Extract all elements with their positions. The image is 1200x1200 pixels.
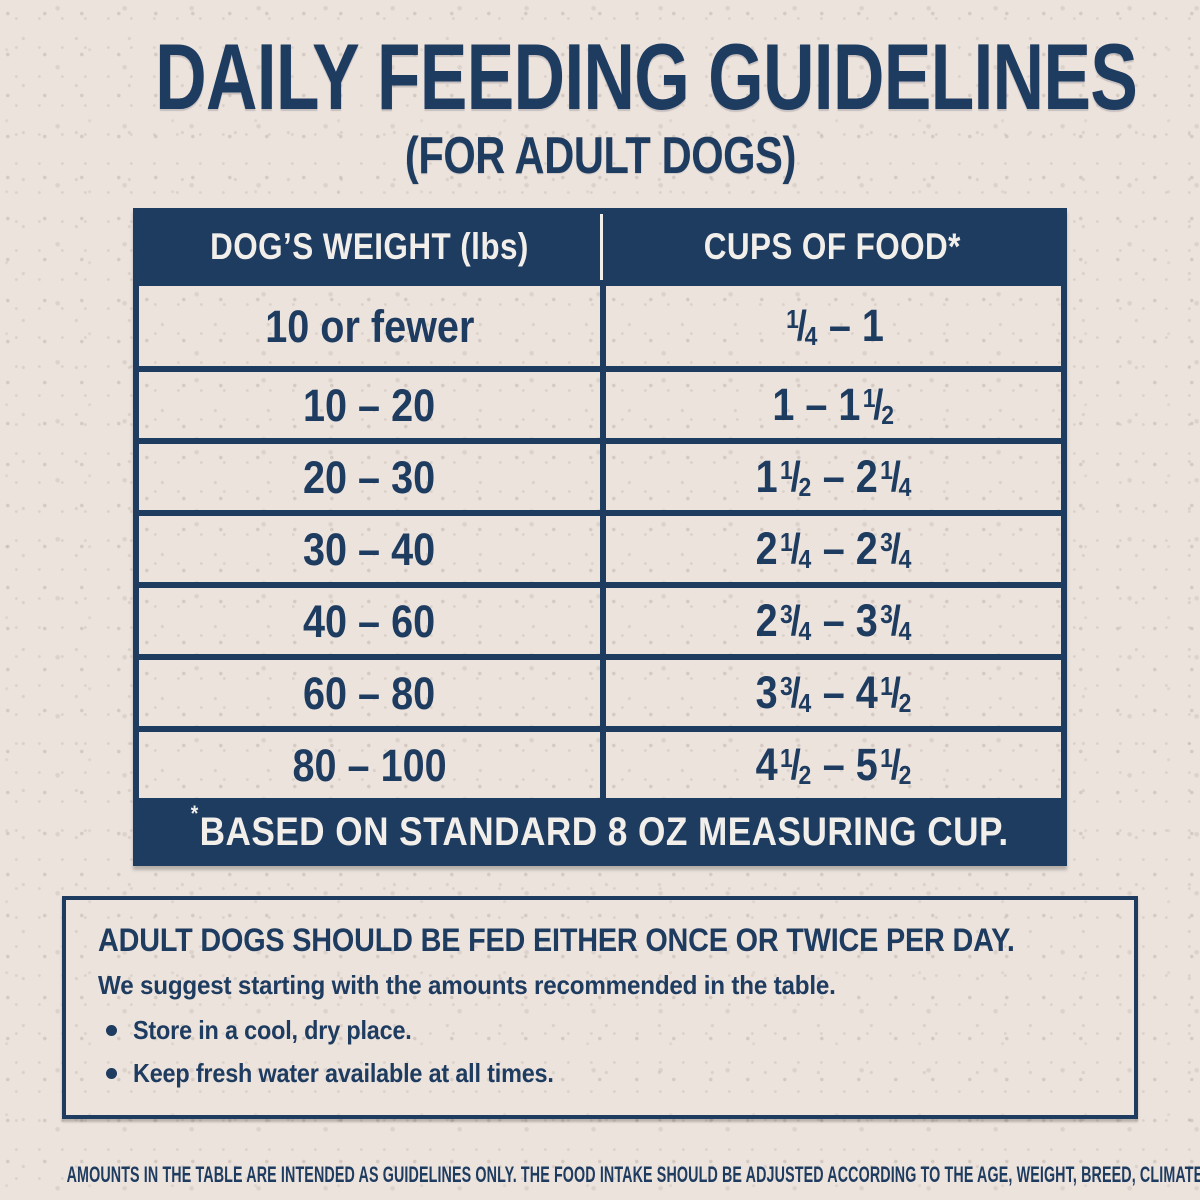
feeding-table: DOG’S WEIGHT (lbs) CUPS OF FOOD* 10 or f… (133, 208, 1067, 866)
title-block: DAILY FEEDING GUIDELINES (0, 0, 1200, 124)
dog-weight-cell: 60 – 80 (139, 660, 600, 726)
header-label-cups: CUPS OF FOOD* (703, 226, 961, 267)
dog-weight-cell: 30 – 40 (139, 516, 600, 582)
dog-weight-value: 80 – 100 (292, 739, 447, 791)
cups-value: 33/4 – 41/2 (755, 667, 912, 719)
list-item: Store in a cool, dry place. (98, 1015, 1102, 1046)
cups-value: 1/4 – 1 (785, 300, 884, 352)
info-subline: We suggest starting with the amounts rec… (98, 969, 836, 1000)
cups-cell: 11/2 – 21/4 (600, 444, 1061, 510)
table-footnote-bar: *BASED ON STANDARD 8 OZ MEASURING CUP. (139, 798, 1061, 860)
info-bullet-list: Store in a cool, dry place. Keep fresh w… (98, 1015, 1102, 1089)
header-label-weight: DOG’S WEIGHT (lbs) (210, 226, 529, 267)
dog-weight-value: 60 – 80 (303, 667, 436, 719)
cups-cell: 21/4 – 23/4 (600, 516, 1061, 582)
header-cell-cups: CUPS OF FOOD* (600, 214, 1061, 280)
dog-weight-value: 10 – 20 (303, 379, 436, 431)
cups-value: 41/2 – 51/2 (755, 739, 912, 791)
header-cell-weight: DOG’S WEIGHT (lbs) (139, 214, 600, 280)
dog-weight-cell: 10 or fewer (139, 286, 600, 366)
table-header-row: DOG’S WEIGHT (lbs) CUPS OF FOOD* (139, 214, 1061, 280)
disclaimer: AMOUNTS IN THE TABLE ARE INTENDED AS GUI… (0, 1157, 1200, 1200)
cups-cell: 1/4 – 1 (600, 286, 1061, 366)
bullet-text: Keep fresh water available at all times. (133, 1057, 554, 1088)
dog-weight-value: 10 or fewer (264, 300, 475, 352)
cups-cell: 33/4 – 41/2 (600, 660, 1061, 726)
dog-weight-cell: 80 – 100 (139, 732, 600, 798)
table-row: 10 or fewer 1/4 – 1 (139, 280, 1061, 366)
cups-cell: 41/2 – 51/2 (600, 732, 1061, 798)
table-row: 60 – 80 33/4 – 41/2 (139, 654, 1061, 726)
table-row: 30 – 40 21/4 – 23/4 (139, 510, 1061, 582)
dog-weight-cell: 20 – 30 (139, 444, 600, 510)
disclaimer-line: AND ACTIVITY LEVEL OF YOUR DOG TO MAINTA… (67, 1193, 1134, 1200)
bullet-dot (106, 1067, 117, 1079)
cups-value: 11/2 – 21/4 (755, 451, 912, 503)
footnote-asterisk: * (191, 801, 200, 827)
dog-weight-cell: 40 – 60 (139, 588, 600, 654)
cups-value: 1 – 11/2 (772, 379, 895, 431)
page-subtitle: (FOR ADULT DOGS) (404, 127, 796, 185)
bullet-dot (106, 1024, 117, 1036)
cups-cell: 23/4 – 33/4 (600, 588, 1061, 654)
page-title: DAILY FEEDING GUIDELINES (155, 24, 1138, 129)
disclaimer-line: AMOUNTS IN THE TABLE ARE INTENDED AS GUI… (66, 1161, 1200, 1187)
table-row: 10 – 20 1 – 11/2 (139, 366, 1061, 438)
table-row: 20 – 30 11/2 – 21/4 (139, 438, 1061, 510)
bullet-text: Store in a cool, dry place. (133, 1014, 412, 1045)
subtitle-block: (FOR ADULT DOGS) (0, 130, 1200, 182)
feeding-info-box: ADULT DOGS SHOULD BE FED EITHER ONCE OR … (62, 896, 1138, 1119)
table-row: 80 – 100 41/2 – 51/2 (139, 726, 1061, 798)
list-item: Keep fresh water available at all times. (98, 1058, 1102, 1089)
cups-cell: 1 – 11/2 (600, 372, 1061, 438)
table-row: 40 – 60 23/4 – 33/4 (139, 582, 1061, 654)
info-headline: ADULT DOGS SHOULD BE FED EITHER ONCE OR … (98, 922, 1015, 958)
cups-value: 21/4 – 23/4 (755, 523, 912, 575)
dog-weight-cell: 10 – 20 (139, 372, 600, 438)
cups-value: 23/4 – 33/4 (755, 595, 912, 647)
footnote-text: *BASED ON STANDARD 8 OZ MEASURING CUP. (191, 801, 1009, 854)
dog-weight-value: 20 – 30 (303, 451, 436, 503)
dog-weight-value: 40 – 60 (303, 595, 436, 647)
dog-weight-value: 30 – 40 (303, 523, 436, 575)
